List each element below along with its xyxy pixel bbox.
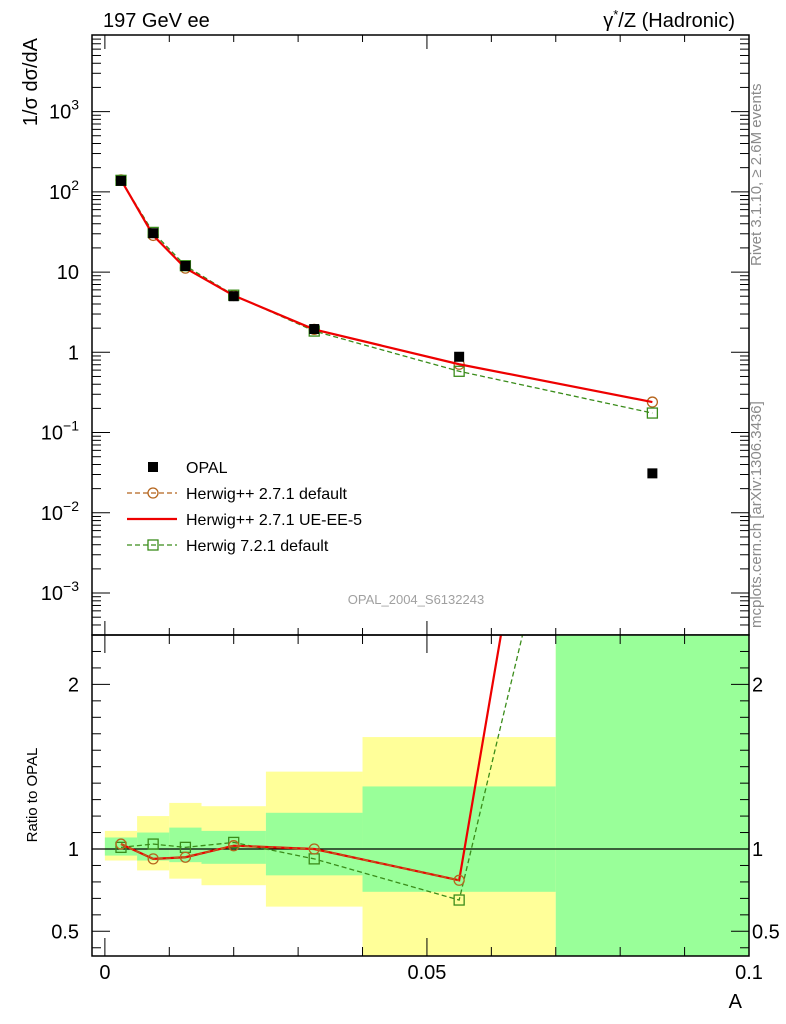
ratio-band-inner (104, 837, 138, 856)
main-y-tick-exponent: 3 (71, 97, 79, 113)
ratio-point-herwig-7-2-1-default (228, 836, 240, 849)
process-star: * (613, 7, 618, 22)
ratio-band-inner (555, 635, 749, 956)
ratio-frame (91, 634, 750, 957)
main-point-opal (454, 351, 465, 362)
main-point-herwig-7-2-1-default (453, 365, 465, 377)
legend-label: Herwig++ 2.7.1 default (186, 486, 348, 503)
ratio-point-herwig-7-2-1-default (647, 87, 657, 97)
main-point-opal (180, 261, 191, 272)
main-y-tick-base: 10 (49, 102, 71, 124)
ratio-point-herwig-2-7-1-default (147, 853, 159, 865)
process-label: γ*/Z (Hadronic) (603, 7, 735, 32)
process-rest: /Z (Hadronic) (618, 10, 735, 32)
watermark: OPAL_2004_S6132243 (348, 592, 484, 607)
ratio-y-tick-label-right: 2 (752, 674, 763, 696)
main-y-tick-base: 10 (57, 262, 79, 284)
ratio-point-herwig-2-7-1-default (115, 838, 127, 850)
legend-marker-opal (148, 462, 158, 472)
main-y-tick-label: 1 (68, 342, 79, 364)
main-line-herwig-7-2-1-default (120, 179, 653, 414)
ratio-line-herwig-7-2-1-default (120, 635, 524, 901)
rivet-version-label: Rivet 3.1.10, ≥ 2.6M events (748, 83, 765, 267)
main-y-tick-base: 10 (41, 583, 63, 605)
ratio-band-inner (137, 832, 170, 861)
process-gamma: γ (603, 10, 613, 32)
main-point-opal (228, 291, 239, 302)
main-y-tick-base: 10 (49, 182, 71, 204)
ratio-x-tick-label: 0 (99, 962, 110, 984)
energy-label: 197 GeV ee (103, 10, 210, 32)
ratio-x-tick-label: 0.05 (407, 962, 446, 984)
ratio-point-herwig-7-2-1-default (453, 894, 465, 906)
ratio-y-tick-label: 1 (68, 839, 79, 861)
main-y-tick-base: 1 (68, 342, 79, 364)
legend-marker-herwig-2-7-1-default (147, 487, 159, 499)
main-y-axis-label: 1/σ dσ/dA (20, 37, 42, 126)
ratio-line-herwig-2-7-1-default (120, 843, 460, 881)
main-y-tick-exponent: 2 (71, 177, 79, 193)
ratio-x-tick-label: 0.1 (735, 962, 763, 984)
ratio-point-herwig-2-7-1-default (308, 843, 320, 855)
main-y-tick-base: 10 (41, 503, 63, 525)
legend-label: Herwig 7.2.1 default (186, 538, 329, 555)
main-y-tick-label: 10−1 (41, 418, 79, 445)
main-point-herwig-7-2-1-default (646, 407, 659, 419)
main-point-opal (647, 468, 658, 479)
main-y-tick-label: 10 (57, 262, 79, 284)
main-y-tick-exponent: −2 (63, 498, 79, 514)
legend-marker-herwig-7-2-1-default (147, 539, 159, 551)
legend-label: Herwig++ 2.7.1 UE-EE-5 (186, 512, 362, 529)
main-y-tick-label: 10−3 (41, 578, 79, 605)
main-point-opal (148, 228, 159, 239)
main-y-tick-label: 10−2 (41, 498, 79, 525)
main-line-herwig-2-7-1-ue-ee-5 (120, 179, 653, 404)
main-y-tick-exponent: −1 (63, 418, 79, 434)
ratio-panel: 0.5 0.5 1 1 2 2 0 0.05 0.1 Ratio to OPAL A (24, 87, 780, 1013)
ratio-y-tick-label: 0.5 (51, 921, 79, 943)
ratio-y-tick-label: 2 (68, 674, 79, 696)
main-point-opal (115, 175, 126, 186)
ratio-y-tick-label-right: 0.5 (752, 921, 780, 943)
ratio-point-herwig-7-2-1-default (147, 838, 159, 850)
legend-label: OPAL (186, 460, 228, 477)
ratio-point-herwig-2-7-1-default (453, 874, 465, 886)
main-y-tick-label: 103 (49, 97, 79, 124)
ratio-y-axis-label: Ratio to OPAL (24, 748, 41, 843)
mcplots-label: mcplots.cern.ch [arXiv:1306.3436] (748, 401, 765, 628)
ratio-y-tick-label-right: 1 (752, 839, 763, 861)
ratio-point-herwig-2-7-1-default (228, 840, 240, 852)
main-y-tick-label: 102 (49, 177, 79, 204)
main-y-tick-base: 10 (41, 423, 63, 445)
x-axis-label: A (729, 991, 743, 1013)
main-y-tick-exponent: −3 (63, 578, 79, 594)
ratio-point-herwig-2-7-1-default (179, 851, 192, 863)
legend: OPAL Herwig++ 2.7.1 default Herwig++ 2.7.1… (127, 460, 362, 555)
main-point-opal (309, 324, 320, 335)
main-line-herwig-2-7-1-default (120, 179, 653, 403)
